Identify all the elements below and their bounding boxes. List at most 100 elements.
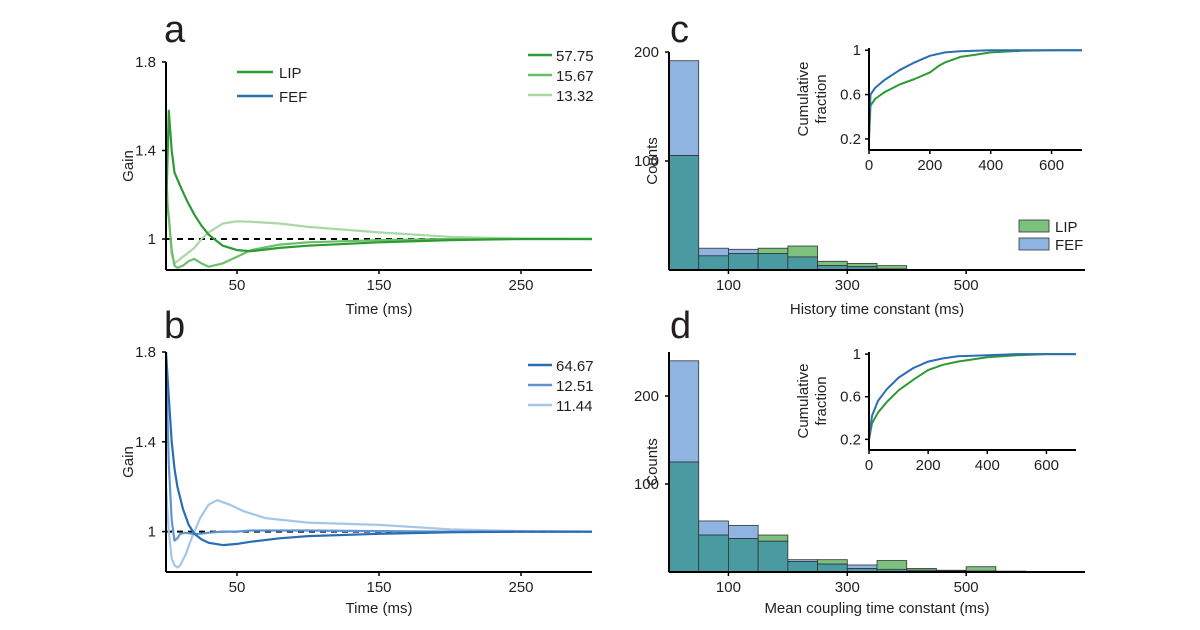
d-inset-y-axis-label-line: Cumulative <box>795 363 812 438</box>
d-bar-overlap <box>787 561 818 573</box>
c-bar-upper <box>846 263 878 268</box>
c-bar-upper <box>876 265 908 270</box>
c-inset-y-tick-label: 1 <box>853 42 861 59</box>
c-x-tick-label: 100 <box>716 277 741 294</box>
b-y-tick-label: 1.4 <box>135 434 156 451</box>
b-y-tick-label: 1 <box>148 524 156 541</box>
d-x-tick-label: 100 <box>716 579 741 596</box>
d-panel-letter: d <box>670 305 691 347</box>
d-bar-overlap <box>817 563 848 573</box>
d-inset-y-axis-label-line: fraction <box>813 376 830 425</box>
d-inset-series-line <box>868 353 1076 440</box>
c-bar-overlap <box>728 253 759 271</box>
a-x-tick-label: 250 <box>508 277 533 294</box>
c-inset-y-tick-label: 0.6 <box>840 87 861 104</box>
c-inset-series-line <box>868 49 1082 134</box>
c-bar-upper <box>817 260 848 267</box>
a-legend-label: FEF <box>279 89 307 106</box>
c-inset-series-line <box>868 49 1082 139</box>
panel-b-gain-fef: b 50 150 250 1 1.4 1.8 Time (ms) Gain 64.67 12.51 1… <box>120 305 594 617</box>
d-bar-upper <box>846 564 878 569</box>
c-x-tick-label: 500 <box>954 277 979 294</box>
b-series-legend-label: 12.51 <box>556 378 594 395</box>
d-bar-upper <box>668 360 700 463</box>
d-bar-upper <box>728 524 759 539</box>
d-y-axis-label: Counts <box>644 438 661 486</box>
b-y-tick-label: 1.8 <box>135 344 156 361</box>
d-inset-series-line <box>868 353 1076 440</box>
d-x-tick-label: 300 <box>835 579 860 596</box>
d-bar-overlap <box>668 461 700 573</box>
c-x-axis-label: History time constant (ms) <box>790 301 964 318</box>
c-inset-y-axis-label-line: fraction <box>813 74 830 123</box>
a-x-axis-label: Time (ms) <box>346 301 413 318</box>
d-bar-upper <box>817 559 848 565</box>
a-series-line <box>164 172 593 265</box>
d-inset-x-tick-label: 600 <box>1034 457 1059 474</box>
c-bar-upper <box>698 247 729 257</box>
a-series-legend-label: 57.75 <box>556 48 594 65</box>
a-series-line <box>164 194 592 269</box>
c-inset-background <box>869 48 1082 150</box>
d-x-tick-label: 500 <box>954 579 979 596</box>
d-inset-x-tick-label: 200 <box>916 457 941 474</box>
a-series-legend-label: 15.67 <box>556 68 594 85</box>
d-y-tick-label: 200 <box>634 388 659 405</box>
d-inset-x-tick-label: 0 <box>865 457 873 474</box>
b-series-legend-label: 64.67 <box>556 358 594 375</box>
c-inset-y-axis-label-line: Cumulative <box>795 61 812 136</box>
d-bar-upper <box>876 560 908 570</box>
b-x-tick-label: 150 <box>366 579 391 596</box>
d-bar-upper <box>698 520 729 536</box>
a-y-tick-label: 1.8 <box>135 54 156 71</box>
a-y-tick-label: 1 <box>148 231 156 248</box>
b-series-line <box>164 486 593 569</box>
c-panel-letter: c <box>670 9 689 51</box>
d-y-tick-label: 100 <box>634 476 659 493</box>
c-bar-overlap <box>668 155 700 271</box>
d-x-axis-label: Mean coupling time constant (ms) <box>764 600 989 617</box>
c-bar-upper <box>787 245 818 258</box>
b-series-legend-label: 11.44 <box>556 398 592 415</box>
b-x-tick-label: 250 <box>508 579 533 596</box>
b-x-tick-label: 50 <box>229 579 246 596</box>
d-inset-y-tick-label: 0.6 <box>840 389 861 406</box>
a-panel-letter: a <box>164 9 186 51</box>
b-series-line <box>164 351 592 547</box>
d-inset-y-tick-label: 0.2 <box>840 431 861 448</box>
c-bar-overlap <box>698 255 729 271</box>
panel-c-history-histogram: c 100 300 500 100 200 History time constant (m… <box>634 9 1085 318</box>
panel-d-coupling-histogram: d 100 300 500 100 200 Mean coupling time const… <box>634 305 1085 617</box>
a-y-axis-label: Gain <box>120 150 137 182</box>
d-bar-upper <box>965 566 997 572</box>
panel-a-gain-lip: a 50 150 250 1 1.4 1.8 Time (ms) Gain LIP FEF 57.75… <box>120 9 594 318</box>
a-y-tick-label: 1.4 <box>135 143 156 160</box>
c-legend-swatch <box>1018 219 1050 233</box>
c-y-tick-label: 100 <box>634 153 659 170</box>
c-bar-upper <box>757 247 789 255</box>
c-inset-y-tick-label: 0.2 <box>840 131 861 148</box>
c-y-axis-label: Counts <box>644 137 661 185</box>
c-y-tick-label: 200 <box>634 44 659 61</box>
c-legend-swatch <box>1018 237 1050 251</box>
c-bar-upper <box>728 248 759 255</box>
c-inset-y-axis-label: Cumulativefraction <box>795 61 830 136</box>
c-inset-x-tick-label: 400 <box>978 157 1003 174</box>
d-inset-background <box>869 352 1076 450</box>
c-legend-label: LIP <box>1055 219 1078 236</box>
c-inset-x-tick-label: 200 <box>917 157 942 174</box>
d-inset-x-tick-label: 400 <box>975 457 1000 474</box>
d-bar-overlap <box>728 538 759 573</box>
d-inset-y-tick-label: 1 <box>853 346 861 363</box>
d-bar-overlap <box>698 534 729 573</box>
d-bar-upper <box>757 534 789 542</box>
a-series-line <box>164 109 592 253</box>
b-x-axis-label: Time (ms) <box>346 600 413 617</box>
c-inset-x-tick-label: 600 <box>1039 157 1064 174</box>
b-y-axis-label: Gain <box>120 446 137 478</box>
a-legend-label: LIP <box>279 65 302 82</box>
b-series-line <box>164 363 592 542</box>
d-inset-y-axis-label: Cumulativefraction <box>795 363 830 438</box>
d-bar-overlap <box>757 540 789 573</box>
